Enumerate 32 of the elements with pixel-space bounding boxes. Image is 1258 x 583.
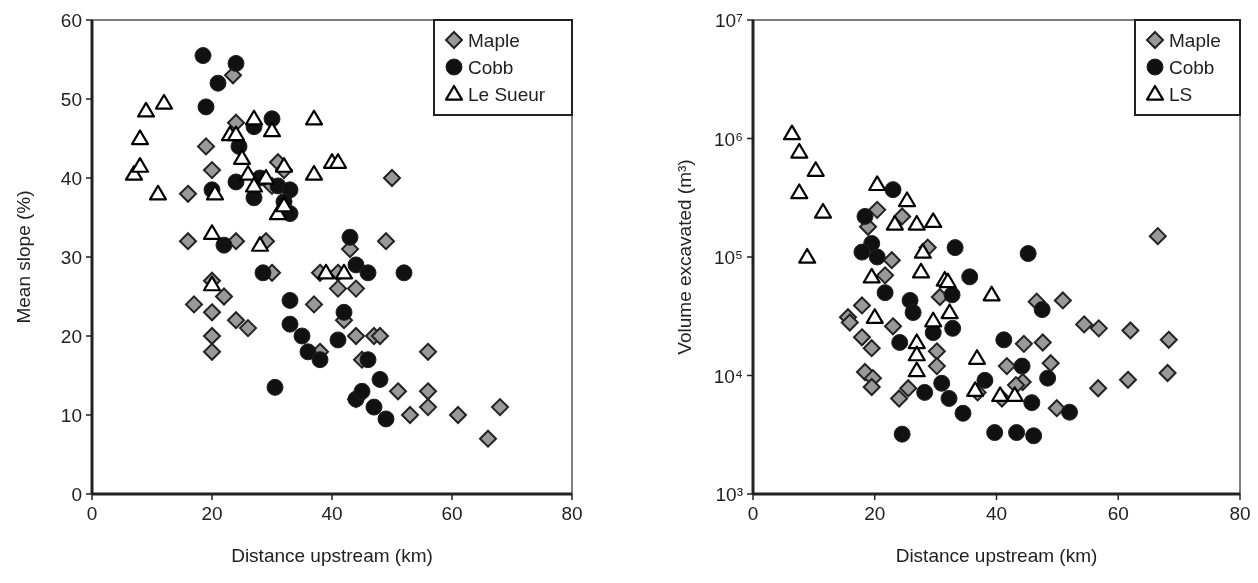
- y-tick-label: 10⁷: [714, 10, 744, 31]
- x-axis-title: Distance upstream (km): [231, 545, 433, 566]
- x-tick-label: 60: [441, 503, 463, 524]
- x-tick-label: 0: [747, 503, 759, 524]
- y-axis-title: Mean slope (%): [13, 190, 34, 324]
- y-tick-label: 10⁵: [713, 247, 743, 268]
- y-tick-label: 40: [60, 168, 82, 189]
- x-tick-label: 80: [1229, 503, 1251, 524]
- legend-label: LS: [1169, 84, 1193, 105]
- x-tick-label: 80: [561, 503, 583, 524]
- x-tick-label: 40: [985, 503, 1008, 524]
- y-tick-label: 60: [60, 10, 82, 31]
- x-tick-label: 20: [201, 503, 223, 524]
- y-tick-label: 20: [60, 326, 82, 347]
- x-tick-label: 40: [321, 503, 343, 524]
- legend-label: Maple: [468, 30, 520, 51]
- x-tick-label: 60: [1107, 503, 1129, 524]
- y-tick-label: 50: [60, 89, 82, 110]
- legend-label: Cobb: [1169, 57, 1215, 78]
- y-tick-label: 30: [60, 247, 82, 268]
- legend-label: Cobb: [468, 57, 514, 78]
- legend-label: Le Sueur: [468, 84, 546, 105]
- y-axis-title: Volume excavated (m³): [674, 159, 695, 355]
- x-tick-label: 0: [86, 503, 98, 524]
- legend-label: Maple: [1169, 30, 1221, 51]
- y-tick-label: 10⁶: [714, 128, 743, 150]
- y-tick-label: 10⁴: [713, 365, 743, 387]
- x-axis-title: Distance upstream (km): [895, 545, 1098, 566]
- y-tick-label: 0: [71, 484, 82, 505]
- y-tick-label: 10³: [715, 484, 743, 505]
- y-tick-label: 10: [60, 405, 82, 426]
- x-tick-label: 20: [864, 503, 886, 524]
